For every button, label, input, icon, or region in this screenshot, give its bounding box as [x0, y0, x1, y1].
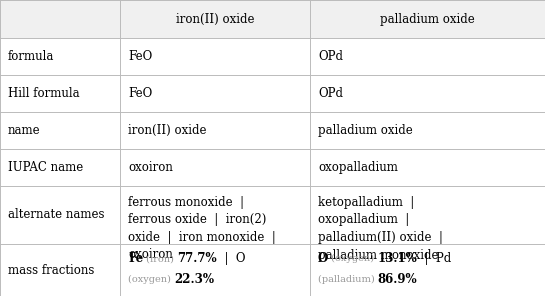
Text: FeO: FeO: [128, 87, 152, 100]
Text: oxopalladium: oxopalladium: [318, 161, 398, 174]
Text: iron(II) oxide: iron(II) oxide: [128, 124, 207, 137]
Text: formula: formula: [8, 50, 54, 63]
Text: FeO: FeO: [128, 50, 152, 63]
Text: mass fractions: mass fractions: [8, 263, 94, 276]
Text: (oxygen): (oxygen): [328, 254, 377, 263]
Text: OPd: OPd: [318, 87, 343, 100]
Text: oxoiron: oxoiron: [128, 161, 173, 174]
Text: 77.7%: 77.7%: [177, 252, 217, 265]
Text: (iron): (iron): [143, 254, 177, 263]
Text: (palladium): (palladium): [318, 275, 378, 284]
Text: Fe: Fe: [128, 252, 143, 265]
Text: palladium oxide: palladium oxide: [318, 124, 413, 137]
Text: IUPAC name: IUPAC name: [8, 161, 83, 174]
Text: palladium oxide: palladium oxide: [380, 12, 475, 25]
Text: alternate names: alternate names: [8, 208, 105, 221]
Text: 22.3%: 22.3%: [174, 273, 214, 286]
Text: |  Pd: | Pd: [417, 252, 451, 265]
Text: name: name: [8, 124, 41, 137]
Text: ketopalladium  |
oxopalladium  |
palladium(II) oxide  |
palladium monoxide: ketopalladium | oxopalladium | palladium…: [318, 196, 443, 261]
Text: |  O: | O: [217, 252, 245, 265]
Text: (oxygen): (oxygen): [128, 275, 174, 284]
Text: 86.9%: 86.9%: [378, 273, 417, 286]
Text: OPd: OPd: [318, 50, 343, 63]
Text: 13.1%: 13.1%: [377, 252, 417, 265]
Text: ferrous monoxide  |
ferrous oxide  |  iron(2)
oxide  |  iron monoxide  |
oxoiron: ferrous monoxide | ferrous oxide | iron(…: [128, 196, 276, 261]
Bar: [0, 0, 545, 38]
Text: O: O: [318, 252, 328, 265]
Text: Hill formula: Hill formula: [8, 87, 80, 100]
Text: iron(II) oxide: iron(II) oxide: [175, 12, 255, 25]
